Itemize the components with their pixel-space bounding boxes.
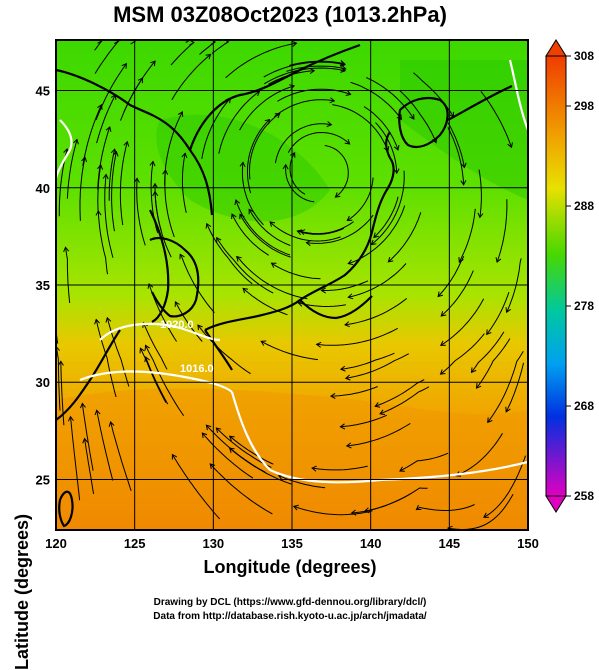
colorbar-label: 258: [574, 489, 594, 503]
x-tick-labels: 120 125 130 135 140 145 150: [45, 536, 539, 551]
credit-data: Data from http://database.rish.kyoto-u.a…: [0, 611, 580, 622]
x-tick-label: 125: [124, 536, 146, 551]
contour-label-1016: 1016.0: [180, 363, 214, 375]
x-axis-label: Longitude (degrees): [0, 557, 580, 578]
y-tick-label: 25: [36, 472, 50, 487]
x-tick-label: 140: [360, 536, 382, 551]
colorbar: 308 298 288 278 268 258: [546, 40, 594, 512]
map-figure: 1020.0 1016.0 120 125 130 135 140 145 150 25 30…: [0, 0, 599, 625]
y-tick-labels: 25 30 35 40 45: [36, 84, 50, 488]
x-tick-label: 135: [281, 536, 303, 551]
x-tick-label: 120: [45, 536, 67, 551]
y-axis-label: Latitude (degrees): [12, 514, 33, 670]
x-tick-label: 150: [517, 536, 539, 551]
colorbar-label: 278: [574, 299, 594, 313]
credit-drawing: Drawing by DCL (https://www.gfd-dennou.o…: [0, 597, 580, 608]
y-tick-label: 40: [36, 181, 50, 196]
colorbar-label: 288: [574, 199, 594, 213]
colorbar-top-arrow: [546, 40, 566, 56]
y-tick-label: 45: [36, 84, 50, 99]
x-tick-label: 145: [438, 536, 460, 551]
colorbar-body: [546, 56, 566, 496]
colorbar-label: 268: [574, 399, 594, 413]
y-tick-label: 35: [36, 278, 50, 293]
y-tick-label: 30: [36, 375, 50, 390]
y-axis-label-wrap: Latitude (degrees): [4, 380, 26, 580]
contour-label-1020: 1020.0: [160, 319, 194, 331]
colorbar-bottom-arrow: [546, 496, 566, 512]
colorbar-label: 298: [574, 99, 594, 113]
x-tick-label: 130: [202, 536, 224, 551]
colorbar-label: 308: [574, 49, 594, 63]
